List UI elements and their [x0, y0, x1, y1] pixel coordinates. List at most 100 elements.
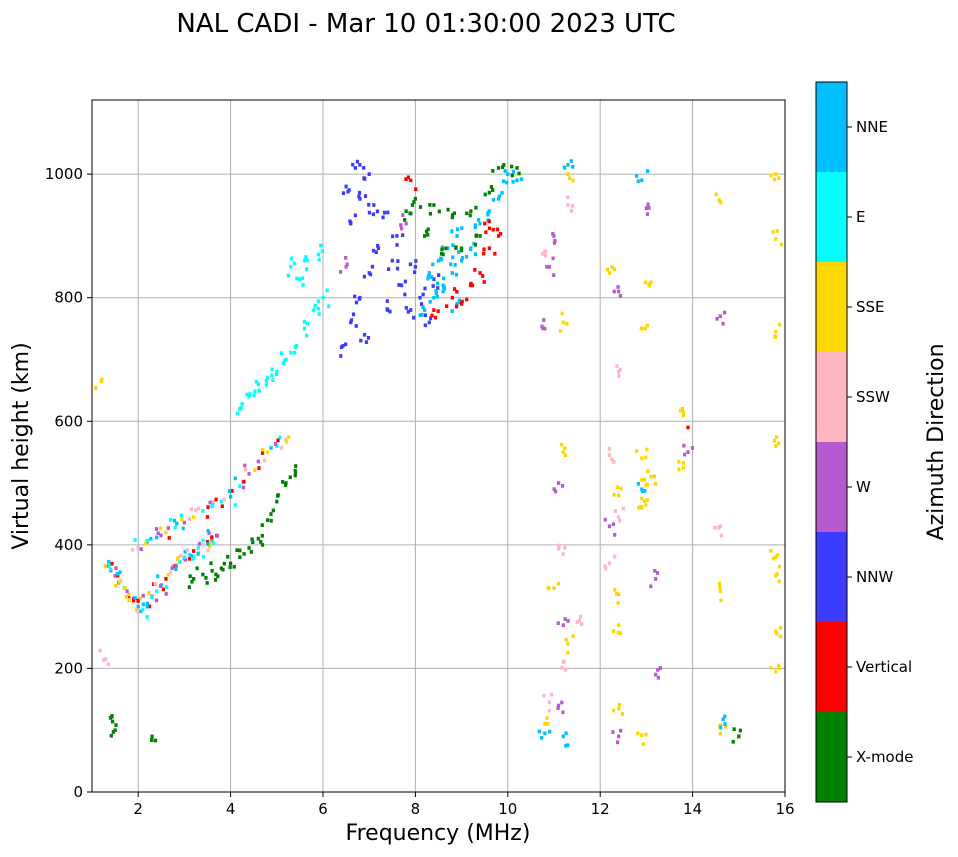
data-point	[640, 496, 644, 501]
data-point	[437, 273, 441, 277]
data-point	[776, 441, 781, 446]
data-point	[460, 299, 464, 304]
data-point	[404, 209, 408, 214]
data-point	[561, 320, 565, 325]
data-point	[259, 540, 263, 544]
data-point	[473, 252, 478, 257]
data-point	[611, 629, 616, 633]
data-point	[278, 435, 282, 440]
data-point	[454, 272, 459, 277]
data-point	[353, 166, 357, 170]
data-point	[156, 574, 160, 579]
data-point	[284, 481, 288, 485]
data-point	[774, 444, 778, 448]
data-point	[131, 598, 136, 603]
data-point	[542, 318, 546, 322]
data-point	[423, 308, 427, 312]
data-point	[316, 299, 321, 304]
data-point	[210, 568, 214, 573]
data-point	[506, 172, 510, 176]
data-point	[170, 566, 174, 571]
data-point	[403, 292, 407, 297]
data-point	[226, 554, 230, 559]
data-point	[451, 255, 455, 260]
data-point	[363, 177, 367, 181]
data-point	[349, 320, 353, 325]
data-point	[367, 172, 371, 176]
data-point	[113, 573, 117, 578]
data-point	[618, 519, 622, 523]
data-point	[442, 286, 447, 291]
data-point	[206, 505, 210, 510]
plot-frame	[91, 99, 786, 793]
data-point	[562, 659, 566, 664]
colorbar-tick-label: X-mode	[856, 748, 913, 766]
data-point	[250, 537, 254, 542]
data-point	[561, 710, 565, 715]
data-point	[216, 574, 220, 579]
data-point	[424, 229, 429, 234]
data-point	[563, 617, 567, 621]
data-point	[561, 734, 565, 739]
data-point	[557, 546, 561, 551]
data-point	[359, 338, 363, 343]
data-point	[348, 219, 352, 224]
data-point	[316, 252, 320, 257]
data-point	[189, 507, 194, 512]
data-point	[406, 309, 410, 314]
data-point	[446, 207, 450, 212]
data-point	[191, 557, 195, 561]
data-point	[642, 477, 647, 482]
colorbar-tick-label: SSW	[856, 388, 890, 406]
data-point	[390, 258, 394, 263]
data-point	[125, 589, 129, 594]
data-point	[245, 392, 249, 397]
data-point	[286, 273, 291, 278]
data-point	[409, 211, 413, 216]
data-point	[149, 536, 153, 541]
data-point	[110, 561, 114, 566]
data-point	[774, 172, 778, 176]
data-point	[560, 311, 564, 316]
data-point	[426, 227, 430, 232]
data-point	[575, 620, 579, 624]
data-point	[769, 666, 773, 670]
data-point	[497, 194, 502, 199]
data-point	[382, 210, 387, 215]
data-point	[349, 318, 354, 323]
data-point	[427, 271, 431, 275]
data-point	[495, 227, 500, 232]
data-point	[175, 521, 179, 526]
data-point	[613, 588, 617, 592]
data-point	[620, 712, 625, 716]
data-point	[454, 246, 458, 250]
data-point	[547, 708, 551, 713]
colorbar-tick-label: E	[856, 208, 865, 226]
data-point	[275, 499, 279, 504]
data-point	[478, 221, 482, 226]
data-point	[376, 246, 381, 251]
data-point	[635, 449, 639, 453]
data-point	[486, 210, 490, 215]
data-point	[435, 294, 440, 299]
data-point	[460, 226, 464, 231]
data-point	[253, 468, 257, 473]
data-point	[386, 210, 390, 215]
data-point	[294, 343, 299, 348]
colorbar-segment	[816, 82, 847, 172]
data-point	[542, 693, 546, 698]
data-point	[469, 247, 473, 252]
data-point	[613, 554, 617, 559]
data-point	[401, 213, 405, 217]
data-point	[406, 175, 410, 180]
data-point	[616, 630, 620, 635]
data-point	[445, 304, 449, 309]
data-point	[436, 309, 440, 313]
data-point	[233, 476, 237, 481]
data-point	[305, 333, 309, 338]
data-point	[270, 373, 274, 378]
data-point	[304, 255, 308, 259]
data-point	[571, 178, 575, 183]
data-point	[502, 163, 506, 167]
data-point	[214, 497, 218, 502]
